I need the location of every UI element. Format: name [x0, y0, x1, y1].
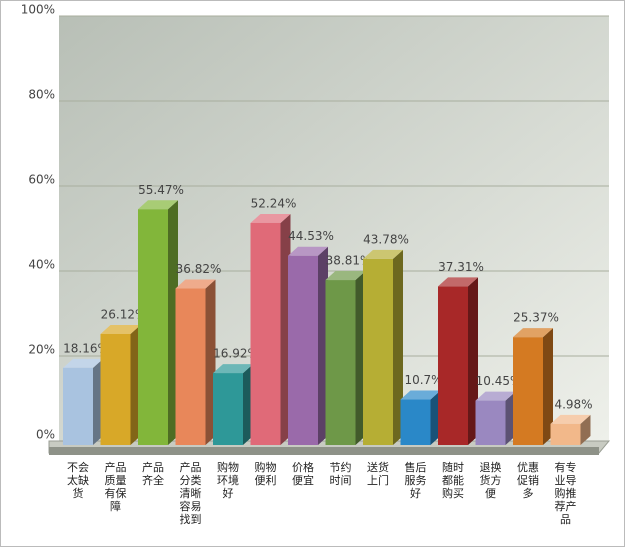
bar [513, 337, 543, 445]
floor-edge [49, 447, 599, 455]
x-tick-label: 产品分类清晰容易找到 [179, 461, 202, 526]
y-tick-label: 40% [28, 258, 55, 272]
bar-top [100, 324, 141, 334]
bar [175, 288, 206, 445]
bar-top [550, 414, 591, 424]
data-label: 43.78% [363, 232, 409, 246]
x-tick-label: 价格便宜 [292, 461, 314, 487]
x-tick-label: 送货上门 [367, 461, 389, 487]
bar [288, 255, 318, 445]
x-tick-label: 产品齐全 [142, 461, 164, 487]
y-tick-label: 20% [28, 343, 55, 357]
bar-top [213, 364, 253, 374]
bar-top [513, 328, 553, 338]
bar-top [288, 246, 328, 256]
bar-top [138, 200, 178, 210]
data-label: 25.37% [513, 311, 559, 325]
bar [438, 286, 468, 445]
x-tick-label: 有专业导购推荐产品 [554, 461, 577, 526]
bar [100, 333, 131, 445]
data-label: 44.53% [288, 229, 334, 243]
bar [250, 222, 281, 445]
data-label: 55.47% [138, 183, 184, 197]
bar-top [63, 358, 103, 368]
data-label: 36.82% [176, 262, 222, 276]
y-tick-label: 60% [28, 173, 55, 187]
bar [138, 209, 168, 445]
y-tick-label: 0% [36, 428, 55, 442]
bar-top [400, 390, 441, 400]
bar [363, 258, 393, 445]
data-label: 10.45% [476, 374, 522, 388]
bar [63, 367, 93, 445]
data-label: 37.31% [438, 260, 484, 274]
x-tick-label: 购物便利 [254, 461, 277, 487]
bar [400, 399, 431, 445]
bar-top [438, 277, 478, 287]
x-tick-label: 退换货方便 [479, 461, 502, 500]
x-tick-label: 购物环境好 [217, 461, 239, 500]
bar [550, 423, 581, 445]
bar [213, 373, 243, 445]
bar-top [325, 271, 366, 281]
y-tick-label: 80% [28, 88, 55, 102]
bar-top [475, 391, 516, 401]
bar-top [250, 213, 291, 223]
data-label: 38.81% [326, 254, 372, 268]
data-label: 26.12% [101, 307, 147, 321]
bar-side [580, 414, 591, 445]
x-tick-label: 优惠促销多 [517, 461, 539, 500]
x-tick-label: 节约时间 [329, 461, 352, 487]
bar-top [363, 249, 403, 259]
bar-top [175, 279, 216, 289]
bar-side [543, 328, 553, 445]
data-label: 10.7% [404, 373, 442, 387]
data-label: 52.24% [251, 196, 297, 210]
x-tick-label: 不会太缺货 [67, 461, 89, 500]
bar-side [393, 249, 403, 445]
bar [475, 400, 506, 445]
y-tick-label: 100% [21, 3, 55, 17]
bar [325, 280, 356, 445]
x-tick-label: 售后服务好 [404, 461, 427, 500]
x-tick-label: 随时都能购买 [442, 461, 464, 500]
data-label: 4.98% [554, 397, 592, 411]
data-label: 16.92% [213, 347, 259, 361]
x-tick-label: 产品质量有保障 [104, 461, 127, 513]
data-label: 18.16% [63, 341, 109, 355]
